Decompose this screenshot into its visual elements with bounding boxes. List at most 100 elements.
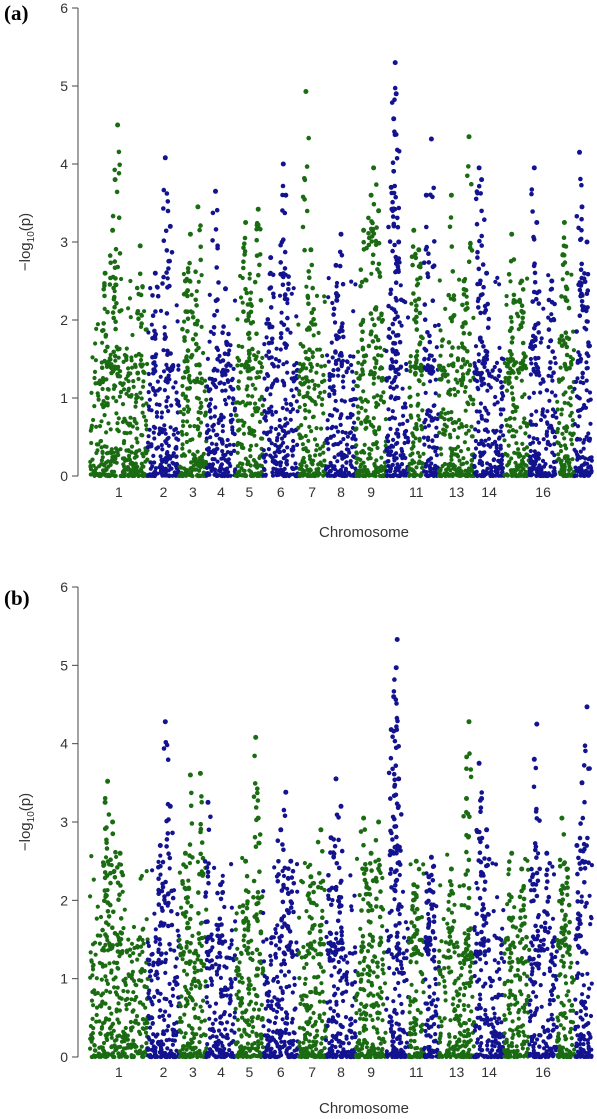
point	[429, 418, 434, 423]
point	[262, 397, 267, 402]
point	[474, 221, 480, 227]
point	[433, 463, 438, 468]
x-tick-label: 9	[367, 484, 375, 500]
point	[468, 378, 473, 383]
point	[307, 396, 313, 401]
point	[457, 425, 462, 430]
panel-b-y-axis-title-main: −log	[17, 822, 34, 851]
chromosome-15-points	[502, 231, 532, 479]
point	[450, 473, 455, 479]
point	[434, 433, 440, 439]
point	[216, 1028, 222, 1033]
point	[370, 317, 375, 322]
peak-point	[110, 227, 116, 233]
y-tick-label: 3	[60, 814, 68, 830]
point	[93, 358, 98, 363]
point	[225, 437, 230, 443]
point	[389, 449, 394, 454]
point	[117, 309, 122, 314]
point	[237, 427, 242, 432]
point	[520, 441, 525, 446]
point	[320, 444, 325, 449]
point	[484, 353, 490, 359]
point	[517, 297, 522, 303]
peak-point	[423, 192, 429, 198]
point	[512, 416, 517, 421]
point	[507, 328, 513, 334]
point	[108, 946, 113, 952]
point	[241, 468, 247, 473]
point	[345, 359, 350, 365]
point	[369, 239, 375, 244]
point	[180, 375, 185, 380]
point	[169, 403, 174, 408]
point	[527, 395, 532, 400]
point	[379, 455, 384, 460]
point	[272, 450, 277, 455]
point	[204, 430, 209, 436]
point	[559, 407, 565, 412]
point	[104, 430, 109, 435]
point	[154, 969, 159, 974]
point	[494, 428, 499, 433]
point	[127, 296, 133, 301]
point	[354, 460, 359, 465]
point	[290, 407, 296, 412]
point	[185, 398, 190, 403]
point	[297, 361, 302, 366]
point	[253, 471, 258, 476]
point	[214, 265, 219, 270]
point	[329, 473, 334, 478]
point	[92, 1048, 97, 1053]
point	[257, 397, 262, 402]
point	[297, 392, 302, 397]
point	[374, 440, 379, 445]
point	[246, 393, 251, 398]
point	[286, 287, 291, 292]
point	[516, 327, 521, 332]
point	[247, 1022, 252, 1027]
point	[167, 283, 172, 289]
point	[175, 912, 180, 917]
point	[546, 315, 551, 320]
point	[495, 400, 500, 405]
point	[91, 1003, 96, 1008]
point	[368, 456, 373, 461]
point	[165, 1046, 170, 1051]
point	[502, 438, 507, 443]
point	[359, 405, 364, 411]
point	[162, 423, 167, 428]
point	[252, 433, 257, 438]
point	[529, 187, 535, 192]
point	[182, 319, 187, 324]
point	[458, 449, 464, 454]
y-tick-label: 0	[60, 1049, 68, 1065]
point	[195, 473, 200, 478]
point	[162, 325, 167, 330]
point	[291, 286, 296, 291]
point	[299, 466, 304, 471]
point	[560, 277, 565, 282]
point	[371, 201, 377, 207]
point	[92, 369, 98, 374]
point	[108, 352, 113, 357]
point	[322, 299, 327, 304]
point	[409, 301, 414, 306]
point	[210, 965, 215, 970]
point	[128, 461, 133, 466]
point	[539, 336, 544, 341]
point	[572, 422, 578, 427]
point	[113, 246, 119, 252]
point	[122, 352, 127, 358]
point	[166, 923, 171, 929]
point	[134, 285, 140, 291]
point	[469, 181, 474, 187]
point	[197, 456, 202, 461]
point	[150, 1039, 155, 1044]
point	[181, 1044, 186, 1049]
point	[168, 456, 173, 461]
point	[284, 401, 289, 406]
x-tick-label: 8	[337, 484, 345, 500]
point	[562, 400, 567, 405]
point	[411, 440, 416, 445]
